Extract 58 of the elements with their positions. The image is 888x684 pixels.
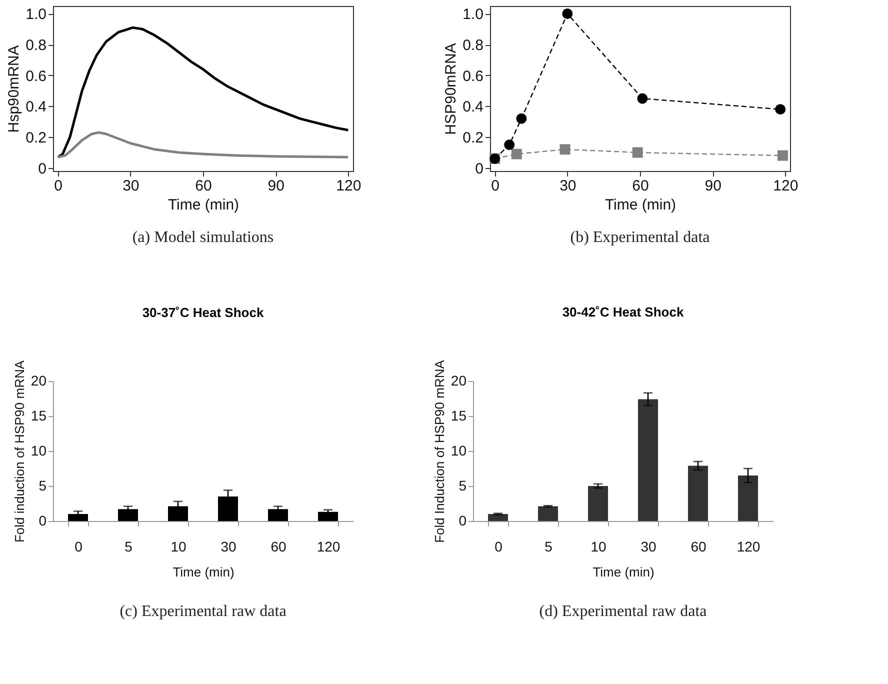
text: (a) Model simulations xyxy=(132,229,274,246)
y-tick-label: 0.2 xyxy=(462,130,484,147)
y-tick-label: 0.6 xyxy=(26,68,46,85)
x-tick-label: 30 xyxy=(220,538,236,554)
y-tick-label: 20 xyxy=(30,372,47,388)
x-tick-label: 120 xyxy=(736,538,760,554)
y-tick-label: 0 xyxy=(458,512,467,528)
x-axis-title: Time (min) xyxy=(172,564,234,580)
x-tick-label: 120 xyxy=(336,178,362,194)
y-tick-label: 1.0 xyxy=(462,6,484,24)
x-tick-label: 0 xyxy=(54,178,63,194)
x-tick-label: 10 xyxy=(590,538,606,554)
x-tick-label: 0 xyxy=(491,178,500,194)
y-tick-label: 0.8 xyxy=(462,37,484,54)
x-tick-label: 60 xyxy=(632,178,649,194)
y-tick-label: 0 xyxy=(475,160,484,178)
x-tick-label: 60 xyxy=(195,178,212,194)
x-tick-label: 5 xyxy=(124,538,133,554)
y-axis-title: Hsp90mRNA xyxy=(6,45,23,133)
x-tick-label: 0 xyxy=(74,538,83,554)
y-tick-label: 0.4 xyxy=(462,98,484,116)
y-tick-label: 15 xyxy=(30,408,47,424)
y-axis-title: Fold Induction of HSP90 mRNA xyxy=(432,360,447,543)
x-tick-label: 120 xyxy=(773,178,798,194)
y-tick-label: 0 xyxy=(38,512,47,528)
y-tick-label: 0.8 xyxy=(26,37,46,54)
y-tick-label: 0.4 xyxy=(26,98,46,116)
x-tick-label: 30 xyxy=(122,178,140,194)
x-tick-label: 90 xyxy=(704,178,722,194)
x-tick-label: 5 xyxy=(544,538,553,554)
x-tick-label: 0 xyxy=(494,538,503,554)
text: (d) Experimental raw data xyxy=(539,603,707,620)
y-tick-label: 0 xyxy=(38,160,46,178)
x-tick-label: 30 xyxy=(640,538,656,554)
x-axis-title: Time (min) xyxy=(592,564,654,580)
y-axis-title: HSP90mRNA xyxy=(442,43,460,135)
x-tick-label: 90 xyxy=(268,178,284,194)
y-tick-label: 5 xyxy=(458,478,467,494)
x-tick-label: 10 xyxy=(170,538,186,554)
y-axis-title: Fold induction of HSP90 mRNA xyxy=(12,360,27,543)
text: (b) Experimental data xyxy=(570,229,710,246)
y-tick-label: 5 xyxy=(38,478,47,494)
x-axis-title: Time (min) xyxy=(168,196,240,214)
y-tick-label: 15 xyxy=(450,408,467,424)
chart-title: 30-42˚C Heat Shock xyxy=(562,304,684,320)
text: (c) Experimental raw data xyxy=(120,603,286,620)
y-tick-label: 10 xyxy=(450,442,467,458)
chart-title: 30-37˚C Heat Shock xyxy=(142,304,264,320)
y-tick-label: 0.2 xyxy=(26,130,46,147)
x-tick-label: 30 xyxy=(560,178,576,194)
x-tick-label: 120 xyxy=(316,538,340,554)
x-tick-label: 60 xyxy=(690,538,706,554)
y-tick-label: 20 xyxy=(450,372,467,388)
y-tick-label: 1.0 xyxy=(26,6,46,24)
y-tick-label: 0.6 xyxy=(462,68,484,85)
y-tick-label: 10 xyxy=(30,442,47,458)
x-tick-label: 60 xyxy=(270,538,286,554)
x-axis-title: Time (min) xyxy=(604,196,676,214)
